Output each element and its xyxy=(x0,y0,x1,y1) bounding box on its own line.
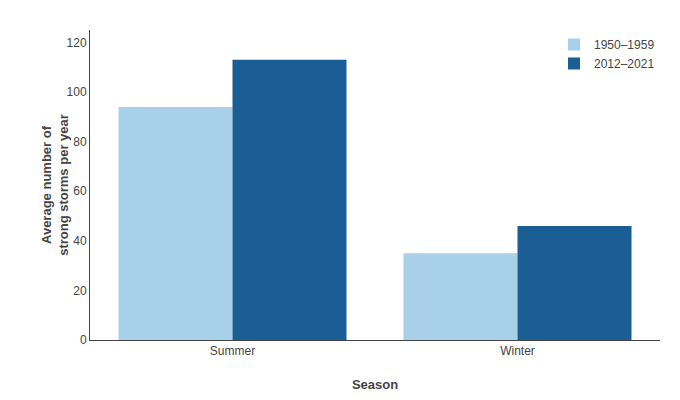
svg-text:2012–2021: 2012–2021 xyxy=(594,57,654,71)
svg-text:Winter: Winter xyxy=(500,344,535,358)
svg-text:40: 40 xyxy=(73,234,87,248)
svg-text:20: 20 xyxy=(73,284,87,298)
svg-text:Summer: Summer xyxy=(210,344,255,358)
svg-text:Average number ofstrong storms: Average number ofstrong storms per year xyxy=(39,114,71,256)
svg-text:Season: Season xyxy=(352,377,398,392)
svg-text:80: 80 xyxy=(73,135,87,149)
svg-text:100: 100 xyxy=(67,85,87,99)
svg-text:1950–1959: 1950–1959 xyxy=(594,38,654,52)
svg-text:60: 60 xyxy=(73,184,87,198)
svg-text:120: 120 xyxy=(67,36,87,50)
svg-text:0: 0 xyxy=(80,333,87,347)
